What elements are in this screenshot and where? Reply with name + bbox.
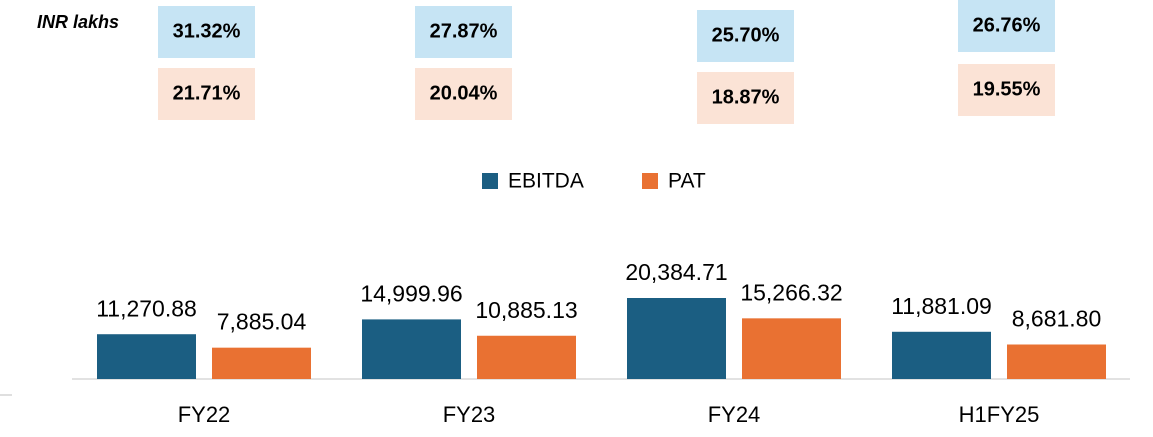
bar [627, 298, 726, 379]
value-label: 10,885.13 [475, 297, 577, 323]
margin-label: 21.71% [173, 82, 241, 104]
x-tick-label: FY22 [178, 402, 231, 427]
value-label: 7,885.04 [217, 309, 307, 335]
legend-swatch [482, 173, 498, 189]
margin-box [958, 64, 1055, 116]
bar [212, 347, 311, 379]
margin-box [958, 0, 1055, 52]
margin-label: 27.87% [430, 20, 498, 42]
x-tick-label: H1FY25 [959, 402, 1040, 427]
value-label: 8,681.80 [1012, 306, 1102, 332]
margin-box [415, 6, 512, 58]
margin-label: 18.87% [712, 86, 780, 108]
margin-label: 25.70% [712, 24, 780, 46]
value-label: 20,384.71 [625, 259, 727, 285]
legend-label: EBITDA [508, 170, 584, 193]
x-tick-label: FY23 [443, 402, 496, 427]
legend-label: PAT [668, 170, 706, 193]
margin-box [415, 68, 512, 120]
value-label: 15,266.32 [740, 279, 842, 305]
bar [1007, 344, 1106, 379]
bar [362, 319, 461, 379]
margin-box [158, 68, 255, 120]
x-tick-label: FY24 [708, 402, 761, 427]
bar [742, 318, 841, 379]
margin-box [697, 72, 794, 124]
value-label: 11,270.88 [96, 295, 197, 321]
bar [892, 331, 991, 379]
bar [477, 335, 576, 379]
legend-swatch [642, 173, 658, 189]
margin-box [697, 10, 794, 62]
bar [97, 334, 196, 379]
margin-label: 20.04% [430, 82, 498, 104]
value-label: 11,881.09 [891, 293, 992, 319]
margin-label: 19.55% [973, 78, 1041, 100]
margin-label: 26.76% [973, 14, 1041, 36]
value-label: 14,999.96 [360, 280, 462, 306]
margin-box [158, 6, 255, 58]
margin-label: 31.32% [173, 20, 241, 42]
unit-note: INR lakhs [37, 12, 119, 32]
